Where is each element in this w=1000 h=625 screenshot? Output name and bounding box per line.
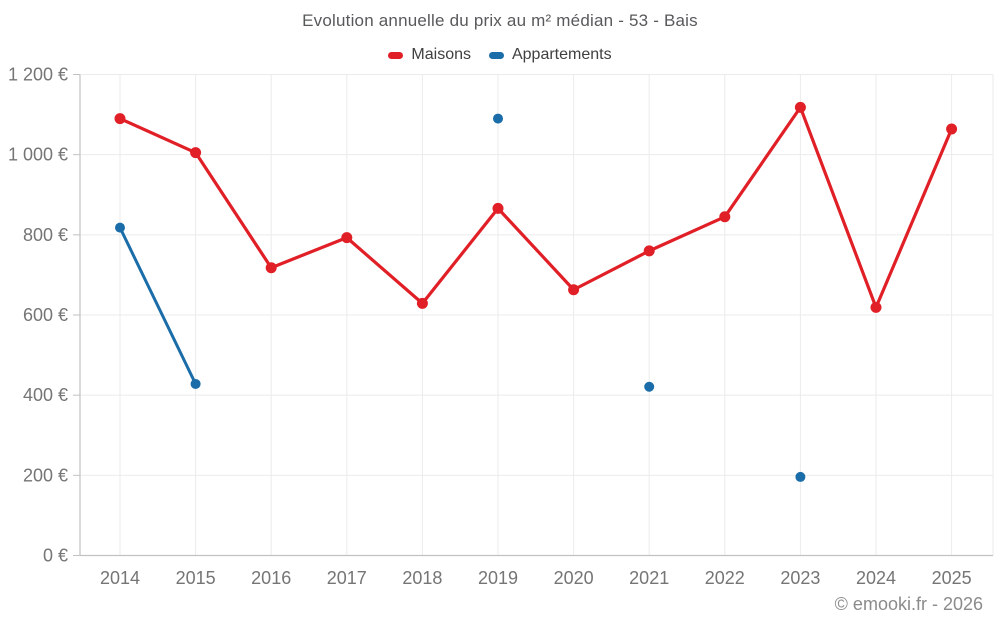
data-point-appartements-2015[interactable] bbox=[190, 378, 201, 389]
data-point-maisons-2017[interactable] bbox=[341, 232, 353, 244]
appartements-legend-label: Appartements bbox=[511, 46, 612, 63]
data-point-maisons-2020[interactable] bbox=[568, 284, 580, 296]
data-point-maisons-2023[interactable] bbox=[794, 101, 806, 113]
x-axis-label: 2021 bbox=[629, 568, 669, 588]
maisons-legend-label: Maisons bbox=[411, 46, 471, 63]
x-axis-label: 2015 bbox=[176, 568, 216, 588]
data-point-maisons-2024[interactable] bbox=[870, 301, 882, 313]
chart-title: Evolution annuelle du prix au m² médian … bbox=[302, 11, 698, 30]
series-line-appartements bbox=[118, 226, 198, 386]
x-axis-label: 2025 bbox=[932, 568, 972, 588]
x-axis-label: 2022 bbox=[705, 568, 745, 588]
data-point-maisons-2014[interactable] bbox=[114, 113, 126, 125]
data-point-maisons-2018[interactable] bbox=[416, 297, 428, 309]
y-axis-label: 600 € bbox=[23, 305, 68, 325]
data-point-maisons-2022[interactable] bbox=[719, 211, 731, 223]
data-point-maisons-2025[interactable] bbox=[946, 123, 958, 135]
copyright-text: © emooki.fr - 2026 bbox=[834, 594, 983, 614]
data-point-appartements-2014[interactable] bbox=[115, 222, 125, 233]
data-point-appartements-2021[interactable] bbox=[644, 381, 655, 392]
legend-item-appartements[interactable]: Appartements bbox=[488, 46, 612, 64]
data-point-appartements-2019[interactable] bbox=[493, 113, 503, 124]
x-axis-label: 2019 bbox=[478, 568, 518, 588]
y-axis-label: 1 200 € bbox=[8, 65, 68, 85]
series-line-maisons bbox=[118, 105, 954, 309]
data-point-maisons-2015[interactable] bbox=[190, 147, 202, 159]
data-point-maisons-2019[interactable] bbox=[492, 202, 504, 214]
maisons-legend-swatch-icon bbox=[388, 51, 404, 59]
data-point-maisons-2016[interactable] bbox=[265, 262, 277, 274]
x-axis-label: 2016 bbox=[251, 568, 291, 588]
x-axis-label: 2017 bbox=[327, 568, 367, 588]
y-axis-label: 200 € bbox=[23, 465, 68, 485]
legend-item-maisons[interactable]: Maisons bbox=[388, 46, 471, 64]
y-axis-label: 400 € bbox=[23, 385, 68, 405]
y-axis-label: 1 000 € bbox=[8, 145, 68, 165]
appartements-legend-swatch-icon bbox=[488, 51, 504, 59]
x-axis-label: 2014 bbox=[100, 568, 140, 588]
x-axis-label: 2018 bbox=[402, 568, 442, 588]
legend: Maisons Appartements bbox=[0, 46, 1000, 64]
x-axis-label: 2020 bbox=[554, 568, 594, 588]
data-point-appartements-2023[interactable] bbox=[795, 471, 806, 482]
x-axis-label: 2024 bbox=[856, 568, 896, 588]
x-axis-label: 2023 bbox=[780, 568, 820, 588]
y-axis-label: 800 € bbox=[23, 225, 68, 245]
y-axis-label: 0 € bbox=[43, 546, 68, 566]
data-point-maisons-2021[interactable] bbox=[643, 245, 655, 257]
